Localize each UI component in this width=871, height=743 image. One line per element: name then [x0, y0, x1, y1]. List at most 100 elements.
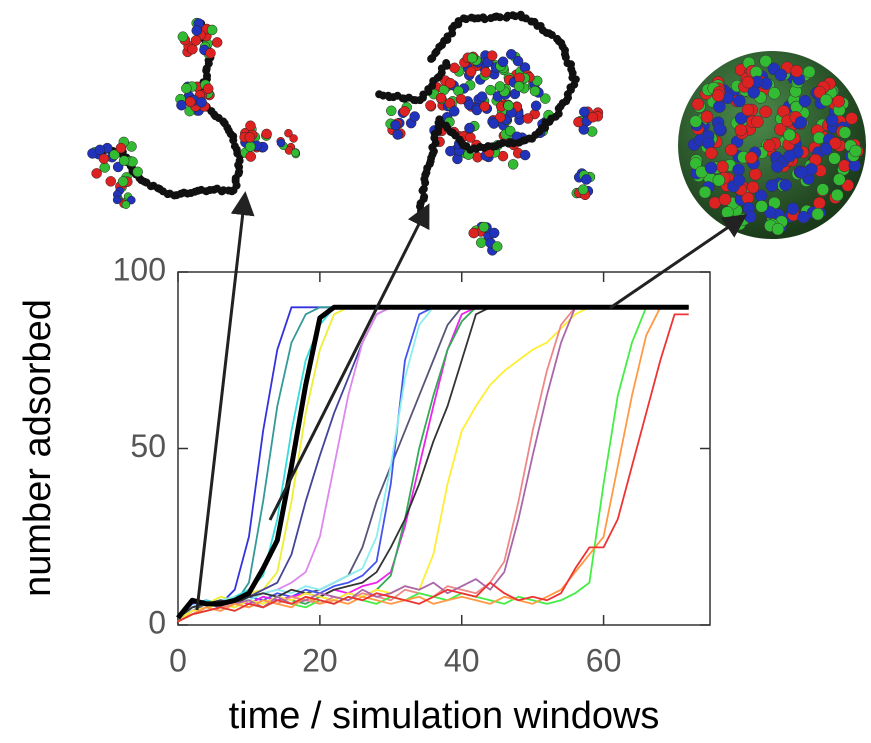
bead: [759, 105, 772, 119]
bead: [284, 128, 293, 138]
bead: [828, 152, 841, 165]
bead: [689, 157, 702, 170]
bead: [771, 222, 785, 236]
bead: [828, 137, 842, 150]
bead: [445, 145, 456, 157]
bead: [832, 95, 845, 108]
x-tick-label: 0: [169, 642, 187, 678]
bead: [849, 144, 862, 158]
bead: [783, 149, 796, 163]
bead: [507, 159, 519, 170]
bead: [712, 174, 726, 187]
bead: [577, 184, 589, 195]
bead: [689, 115, 703, 128]
bead: [833, 173, 846, 186]
chain-bead: [418, 186, 427, 195]
bead: [126, 141, 137, 152]
bead: [755, 200, 768, 213]
bead: [245, 141, 256, 152]
bead: [798, 94, 812, 108]
bead: [771, 160, 784, 173]
bead: [819, 93, 833, 107]
y-axis-label: number adsorbed: [17, 299, 59, 597]
bead: [811, 207, 825, 221]
bead: [698, 185, 712, 199]
bead: [711, 89, 725, 102]
bead: [704, 161, 718, 175]
bead: [464, 122, 475, 134]
chain-bead: [480, 15, 489, 24]
series-line: [177, 313, 689, 623]
bead: [455, 93, 467, 105]
bead: [765, 179, 779, 192]
bead: [386, 105, 397, 117]
bead: [190, 35, 202, 46]
bead: [289, 134, 298, 143]
bead: [831, 188, 844, 202]
bead: [774, 123, 787, 136]
bead: [392, 129, 403, 140]
bead: [425, 100, 436, 111]
bead: [751, 115, 764, 128]
bead: [449, 106, 460, 117]
bead: [579, 106, 590, 118]
bead: [581, 174, 592, 185]
series-line: [177, 306, 689, 623]
bead: [813, 196, 826, 210]
bead: [513, 81, 525, 92]
bead: [734, 123, 748, 137]
bead: [205, 47, 216, 59]
x-tick-label: 60: [586, 642, 622, 678]
bead: [522, 113, 534, 124]
bead: [449, 62, 460, 74]
bead: [390, 119, 401, 131]
bead: [177, 31, 189, 42]
bead: [245, 151, 257, 162]
bead: [409, 111, 420, 122]
bead: [519, 149, 531, 161]
molecule-images: [87, 10, 866, 256]
bead: [745, 151, 758, 164]
bead: [746, 180, 760, 194]
bead: [181, 83, 192, 94]
bead: [211, 37, 223, 48]
bead: [797, 210, 810, 224]
series-line: [176, 304, 689, 620]
bead: [112, 195, 122, 205]
bead: [127, 195, 136, 205]
bead: [762, 139, 776, 152]
y-tick-label: 50: [130, 428, 166, 464]
plot-frame: [177, 271, 711, 626]
x-axis-label: time / simulation windows: [229, 695, 660, 737]
bead: [718, 193, 732, 206]
bead: [816, 183, 830, 196]
bead: [468, 227, 479, 239]
bead: [691, 98, 705, 111]
bead: [196, 97, 207, 108]
bead: [825, 114, 839, 127]
bead: [94, 144, 106, 156]
bead: [774, 68, 788, 82]
bead: [713, 122, 726, 136]
bead: [202, 83, 214, 94]
bead: [244, 132, 256, 143]
bead: [105, 176, 117, 187]
bead: [488, 227, 500, 239]
bead: [276, 138, 286, 148]
chain-bead: [417, 207, 426, 216]
bead: [444, 97, 456, 109]
bead: [476, 91, 488, 102]
bead: [716, 160, 729, 174]
bead: [732, 174, 746, 187]
bead: [506, 49, 517, 60]
bead: [733, 94, 746, 108]
bead: [759, 54, 772, 68]
bead: [504, 125, 516, 137]
bead: [783, 128, 796, 142]
bead: [749, 167, 762, 181]
chain-bead: [421, 178, 430, 187]
bead: [795, 166, 808, 179]
bead: [291, 148, 300, 158]
bead: [121, 200, 131, 209]
x-tick-label: 20: [302, 642, 338, 678]
